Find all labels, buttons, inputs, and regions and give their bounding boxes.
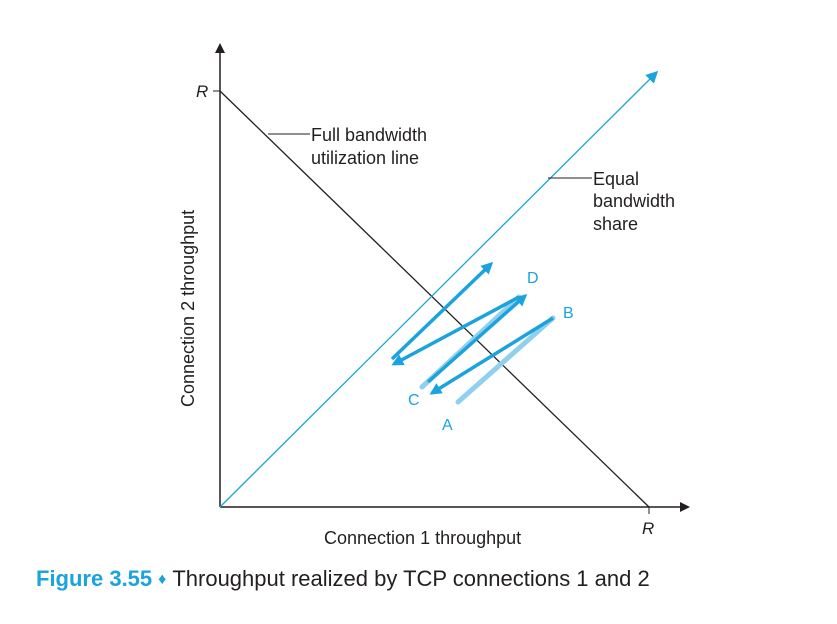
equal-bandwidth-share-line xyxy=(219,70,659,508)
segment-a-to-b xyxy=(455,315,556,405)
equal-share-label-line2: bandwidth xyxy=(593,191,675,211)
arrow-up-to-equal xyxy=(390,261,494,361)
figure-caption: Figure 3.55 ♦ Throughput realized by TCP c… xyxy=(36,566,650,592)
equal-share-label-line3: share xyxy=(593,214,638,234)
arrow-d-down xyxy=(391,295,520,366)
full-bandwidth-utilization-line xyxy=(219,90,650,508)
y-axis-label: Connection 2 throughput xyxy=(178,210,198,407)
arrow-b-to-c xyxy=(429,316,554,395)
full-bandwidth-label-line1: Full bandwidth xyxy=(311,125,427,145)
point-c-label: C xyxy=(408,392,420,409)
caption-text: Throughput realized by TCP connections 1… xyxy=(172,566,650,591)
y-axis-max-label: R xyxy=(196,82,208,101)
figure-number: Figure 3.55 xyxy=(36,566,153,591)
arrow-c-to-d xyxy=(426,294,528,384)
x-axis-label: Connection 1 throughput xyxy=(324,528,521,548)
point-b-label: B xyxy=(563,305,574,322)
point-a-label: A xyxy=(442,417,453,434)
equal-share-label-line1: Equal xyxy=(593,169,639,189)
full-bandwidth-label-line2: utilization line xyxy=(311,148,419,168)
point-d-label: D xyxy=(527,270,539,287)
diamond-separator-icon: ♦ xyxy=(158,571,167,588)
x-axis-max-label: R xyxy=(642,519,654,538)
